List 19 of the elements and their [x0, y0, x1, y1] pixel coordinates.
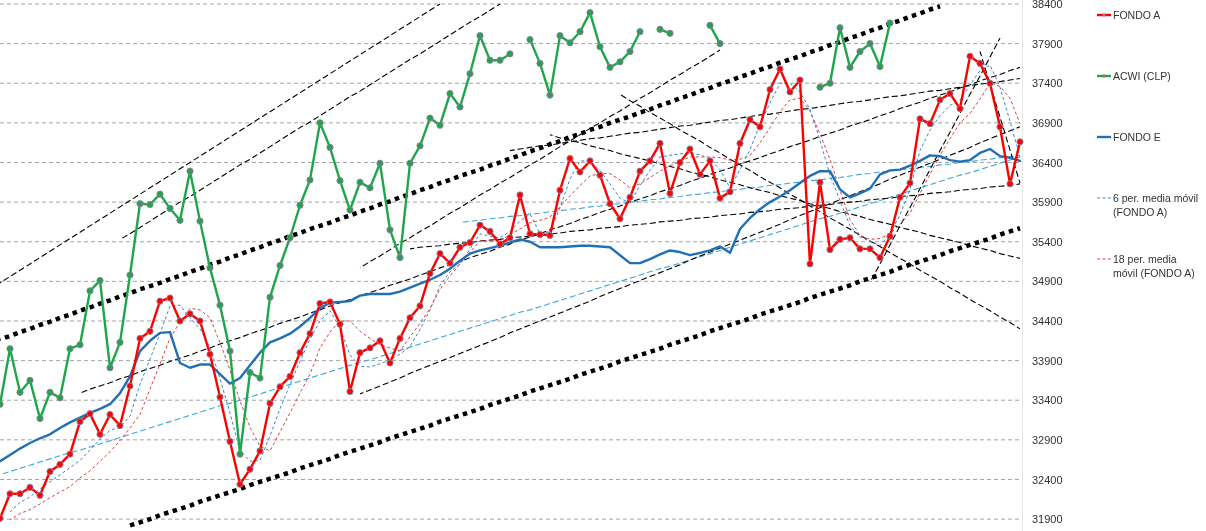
- y-tick-label: 31900: [1032, 513, 1063, 526]
- y-tick-label: 32900: [1032, 433, 1063, 446]
- legend-label: 18 per. media móvil (FONDO A): [1113, 253, 1195, 279]
- y-tick-label: 36900: [1032, 116, 1063, 129]
- y-tick-label: 34900: [1032, 275, 1063, 288]
- y-tick-label: 38400: [1032, 0, 1063, 10]
- legend-label: FONDO A: [1113, 9, 1161, 21]
- legend-label: ACWI (CLP): [1113, 70, 1171, 82]
- y-tick-label: 37900: [1032, 37, 1063, 50]
- legend-label: FONDO E: [1113, 131, 1161, 143]
- y-tick-label: 34400: [1032, 315, 1063, 327]
- y-tick-label: 33900: [1032, 354, 1063, 367]
- y-tick-label: 35900: [1032, 196, 1063, 209]
- y-tick-label: 33400: [1032, 394, 1063, 407]
- y-tick-label: 36400: [1032, 156, 1063, 169]
- y-tick-label: 35400: [1032, 235, 1063, 248]
- legend-label: 6 per. media móvil (FONDO A): [1113, 192, 1199, 218]
- y-tick-label: 37400: [1032, 77, 1063, 90]
- y-tick-label: 32400: [1032, 473, 1063, 486]
